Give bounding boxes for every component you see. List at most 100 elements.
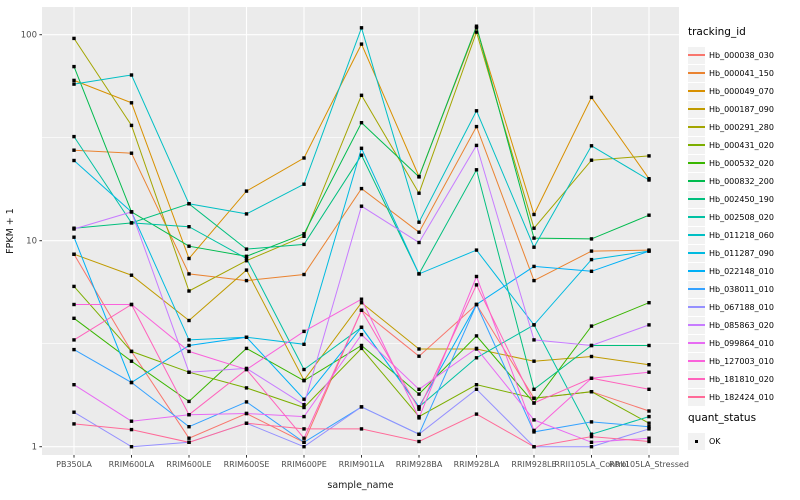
series-color-line-icon	[688, 100, 705, 118]
data-point	[417, 387, 421, 391]
data-point	[302, 242, 306, 247]
legend-item-ok-label: OK	[709, 436, 721, 446]
data-point	[647, 323, 651, 327]
data-point	[647, 409, 651, 413]
data-point	[72, 235, 76, 239]
x-tick-label: RRIM928BA	[396, 460, 443, 469]
data-point	[589, 432, 594, 436]
data-point	[187, 349, 191, 354]
tracking-id-legend-items: Hb_000038_030 Hb_000041_150 Hb_000049_070 H…	[688, 46, 798, 406]
data-point	[72, 134, 76, 139]
y-tick-label: 1	[32, 443, 37, 453]
data-point	[474, 124, 479, 129]
legend-item-label: Hb_011287_090	[709, 248, 774, 258]
data-point	[129, 210, 134, 214]
data-point	[532, 387, 536, 391]
data-point	[244, 400, 249, 404]
data-point	[417, 392, 421, 396]
data-point	[532, 445, 536, 449]
data-point	[589, 420, 594, 424]
legend-item-Hb_000049_070: Hb_000049_070	[688, 82, 798, 100]
data-point	[302, 403, 306, 407]
legend-title-tracking-id: tracking_id	[688, 26, 746, 38]
y-axis-title: FPKM + 1	[5, 208, 16, 254]
x-tick-label: RRIM600LE	[166, 460, 211, 469]
data-point	[474, 24, 479, 28]
data-point	[129, 123, 134, 128]
data-point	[244, 335, 249, 339]
data-point	[532, 359, 536, 363]
legend-item-label: Hb_181810_020	[709, 374, 774, 384]
data-point	[302, 232, 306, 236]
legend-item-Hb_000038_030: Hb_000038_030	[688, 46, 798, 64]
data-point	[417, 439, 421, 444]
legend-item-Hb_099864_010: Hb_099864_010	[688, 334, 798, 352]
legend-item-label: Hb_002450_190	[709, 194, 774, 204]
legend-item-label: Hb_000291_280	[709, 122, 774, 132]
data-point	[647, 154, 651, 158]
x-tick-label: RRIM600LA	[109, 460, 155, 469]
data-point	[359, 26, 364, 30]
data-point	[647, 178, 651, 182]
data-point	[417, 230, 421, 234]
data-point	[647, 249, 651, 253]
data-point	[244, 256, 249, 261]
data-point	[244, 386, 249, 390]
data-point	[417, 416, 421, 420]
data-point	[72, 347, 76, 352]
data-point	[417, 220, 421, 224]
data-point	[474, 412, 479, 416]
data-point	[244, 278, 249, 283]
data-point	[647, 436, 651, 440]
data-point	[474, 30, 479, 34]
legend-item-label: Hb_099864_010	[709, 338, 774, 348]
data-point	[532, 245, 536, 249]
x-tick-label: PB350LA	[56, 460, 92, 469]
data-point	[72, 36, 76, 41]
data-point	[244, 259, 249, 263]
x-tick-labels: PB350LA RRIM600LA RRIM600LE RRIM600SE RRIM60…	[56, 460, 689, 469]
data-point	[532, 428, 536, 433]
data-point	[647, 213, 651, 217]
data-point	[244, 212, 249, 216]
data-point	[129, 349, 134, 354]
series-color-line-icon	[688, 316, 705, 334]
data-point	[359, 153, 364, 157]
series-color-line-icon	[688, 190, 705, 208]
y-tick-label: 10	[26, 237, 37, 247]
data-point	[589, 95, 594, 100]
data-point	[244, 254, 249, 258]
data-point	[647, 427, 651, 431]
series-color-line-icon	[688, 244, 705, 262]
data-point	[302, 234, 306, 238]
legend-item-Hb_000187_090: Hb_000187_090	[688, 100, 798, 118]
data-point	[647, 439, 651, 444]
data-point	[129, 302, 134, 307]
x-tick-label: RRIM928LA	[454, 460, 500, 469]
data-point	[417, 240, 421, 245]
data-point	[417, 432, 421, 436]
data-point	[359, 405, 364, 409]
legend-item-Hb_067188_010: Hb_067188_010	[688, 298, 798, 316]
series-color-line-icon	[688, 280, 705, 298]
series-color-line-icon	[688, 208, 705, 226]
data-point	[589, 249, 594, 253]
series-color-line-icon	[688, 226, 705, 244]
data-point	[187, 202, 191, 206]
x-tick-label: RRIM600SE	[224, 460, 270, 469]
data-point	[474, 143, 479, 148]
series-color-line-icon	[688, 136, 705, 154]
data-point	[359, 204, 364, 208]
data-point	[129, 380, 134, 385]
data-point	[244, 247, 249, 251]
data-point	[589, 390, 594, 394]
data-point	[474, 387, 479, 391]
data-point	[359, 93, 364, 97]
legend-item-Hb_002508_020: Hb_002508_020	[688, 208, 798, 226]
series-color-line-icon	[688, 82, 705, 100]
data-point	[359, 308, 364, 312]
series-color-line-icon	[688, 172, 705, 190]
data-point	[129, 151, 134, 155]
data-point	[72, 410, 76, 414]
